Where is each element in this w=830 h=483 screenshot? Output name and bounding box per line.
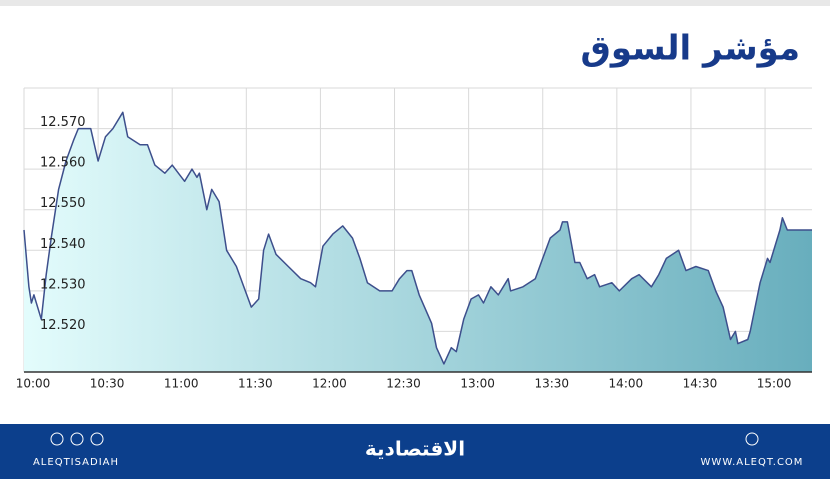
- x-tick-label: 14:00: [609, 377, 644, 391]
- x-tick-label: 12:30: [386, 377, 421, 391]
- y-tick-label: 12.550: [40, 196, 86, 211]
- y-tick-label: 12.570: [40, 115, 86, 130]
- x-tick-label: 11:30: [238, 377, 273, 391]
- top-strip: [0, 0, 830, 6]
- y-tick-label: 12.530: [40, 277, 86, 292]
- y-tick-label: 12.520: [40, 318, 86, 333]
- area: [24, 112, 812, 373]
- y-tick-label: 12.540: [40, 237, 86, 252]
- footer-brand: الاقتصادية: [365, 437, 465, 461]
- x-tick-label: 13:30: [534, 377, 569, 391]
- social-icons: [50, 432, 759, 446]
- y-tick-label: 12.560: [40, 156, 86, 171]
- x-tick-label: 10:00: [16, 377, 51, 391]
- x-tick-label: 13:00: [460, 377, 495, 391]
- footer-band: [0, 424, 830, 479]
- x-tick-label: 15:00: [757, 377, 792, 391]
- x-tick-label: 14:30: [683, 377, 718, 391]
- x-tick-label: 10:30: [90, 377, 125, 391]
- footer-website: WWW.ALEQT.COM: [701, 457, 804, 468]
- x-tick-label: 12:00: [312, 377, 347, 391]
- x-tick-label: 11:00: [164, 377, 199, 391]
- chart-title: مؤشر السوق: [580, 29, 800, 69]
- footer-handle: ALEQTISADIAH: [33, 457, 119, 468]
- line: [23, 111, 812, 365]
